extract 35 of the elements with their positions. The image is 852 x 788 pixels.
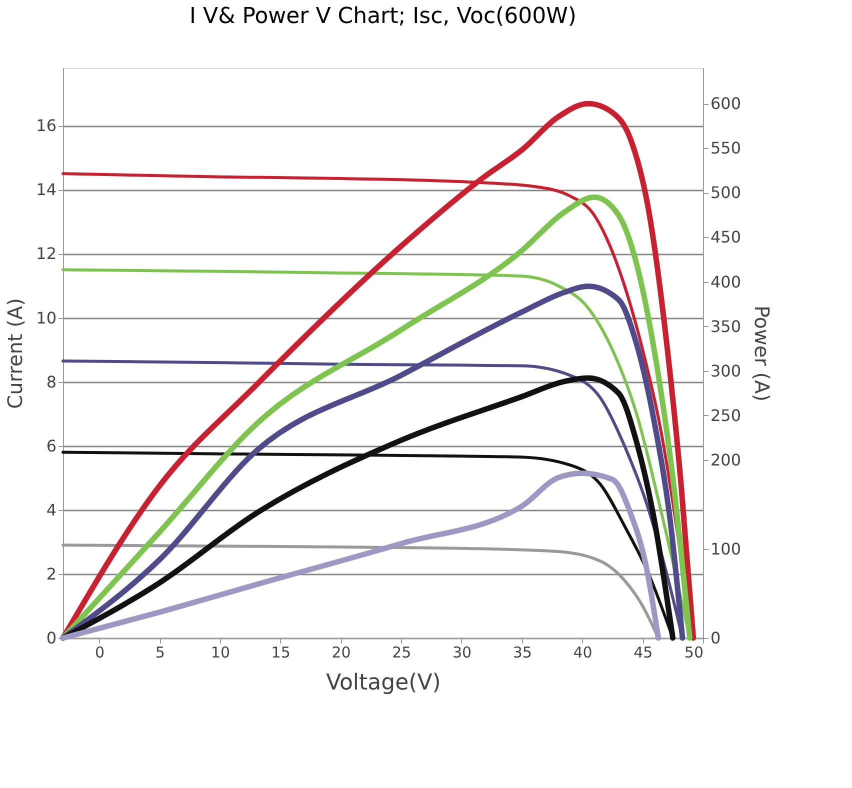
x-tick-label: 15 [271,644,290,662]
x-tick-label: 30 [452,644,472,662]
x-tick-label: 35 [512,644,532,662]
y-tick-label: 4 [46,500,56,520]
y2-tick-label: 600 [710,94,742,114]
y2-tick-label: 200 [710,450,742,470]
chart-title: I V& Power V Chart; Isc, Voc(600W) [190,4,576,29]
y-tick-label: 10 [36,308,56,328]
y-axis-title: Current (A) [3,298,28,409]
y2-axis-title: Power (A) [750,305,774,402]
y-tick-label: 2 [46,564,56,584]
y2-tick-label: 350 [710,316,742,336]
x-tick-label: 45 [634,644,653,662]
y-tick-label: 12 [36,244,56,264]
x-tick-label: 10 [210,644,230,662]
y-tick-label: 16 [36,116,56,136]
y2-tick-label: 450 [710,228,742,247]
y2-tick-label: 550 [710,138,742,158]
x-axis-title: Voltage(V) [326,670,441,696]
y-tick-label: 14 [36,180,56,200]
y2-tick-label: 300 [710,361,742,380]
y-tick-label: 6 [46,436,56,456]
x-tick-label: 40 [573,644,592,662]
y2-tick-label: 400 [710,272,742,292]
x-tick-label: 5 [155,644,165,662]
y2-tick-label: 500 [710,183,742,202]
x-tick-label: 50 [684,644,704,662]
y2-tick-label: 100 [710,539,742,558]
y-tick-label: 0 [46,628,56,648]
x-tick-label: 25 [392,644,412,662]
y-tick-label: 8 [46,372,56,392]
x-tick-label: 20 [332,644,351,662]
y2-tick-label: 0 [710,628,721,648]
x-tick-label: 0 [94,644,104,662]
y2-tick-label: 250 [710,406,742,425]
